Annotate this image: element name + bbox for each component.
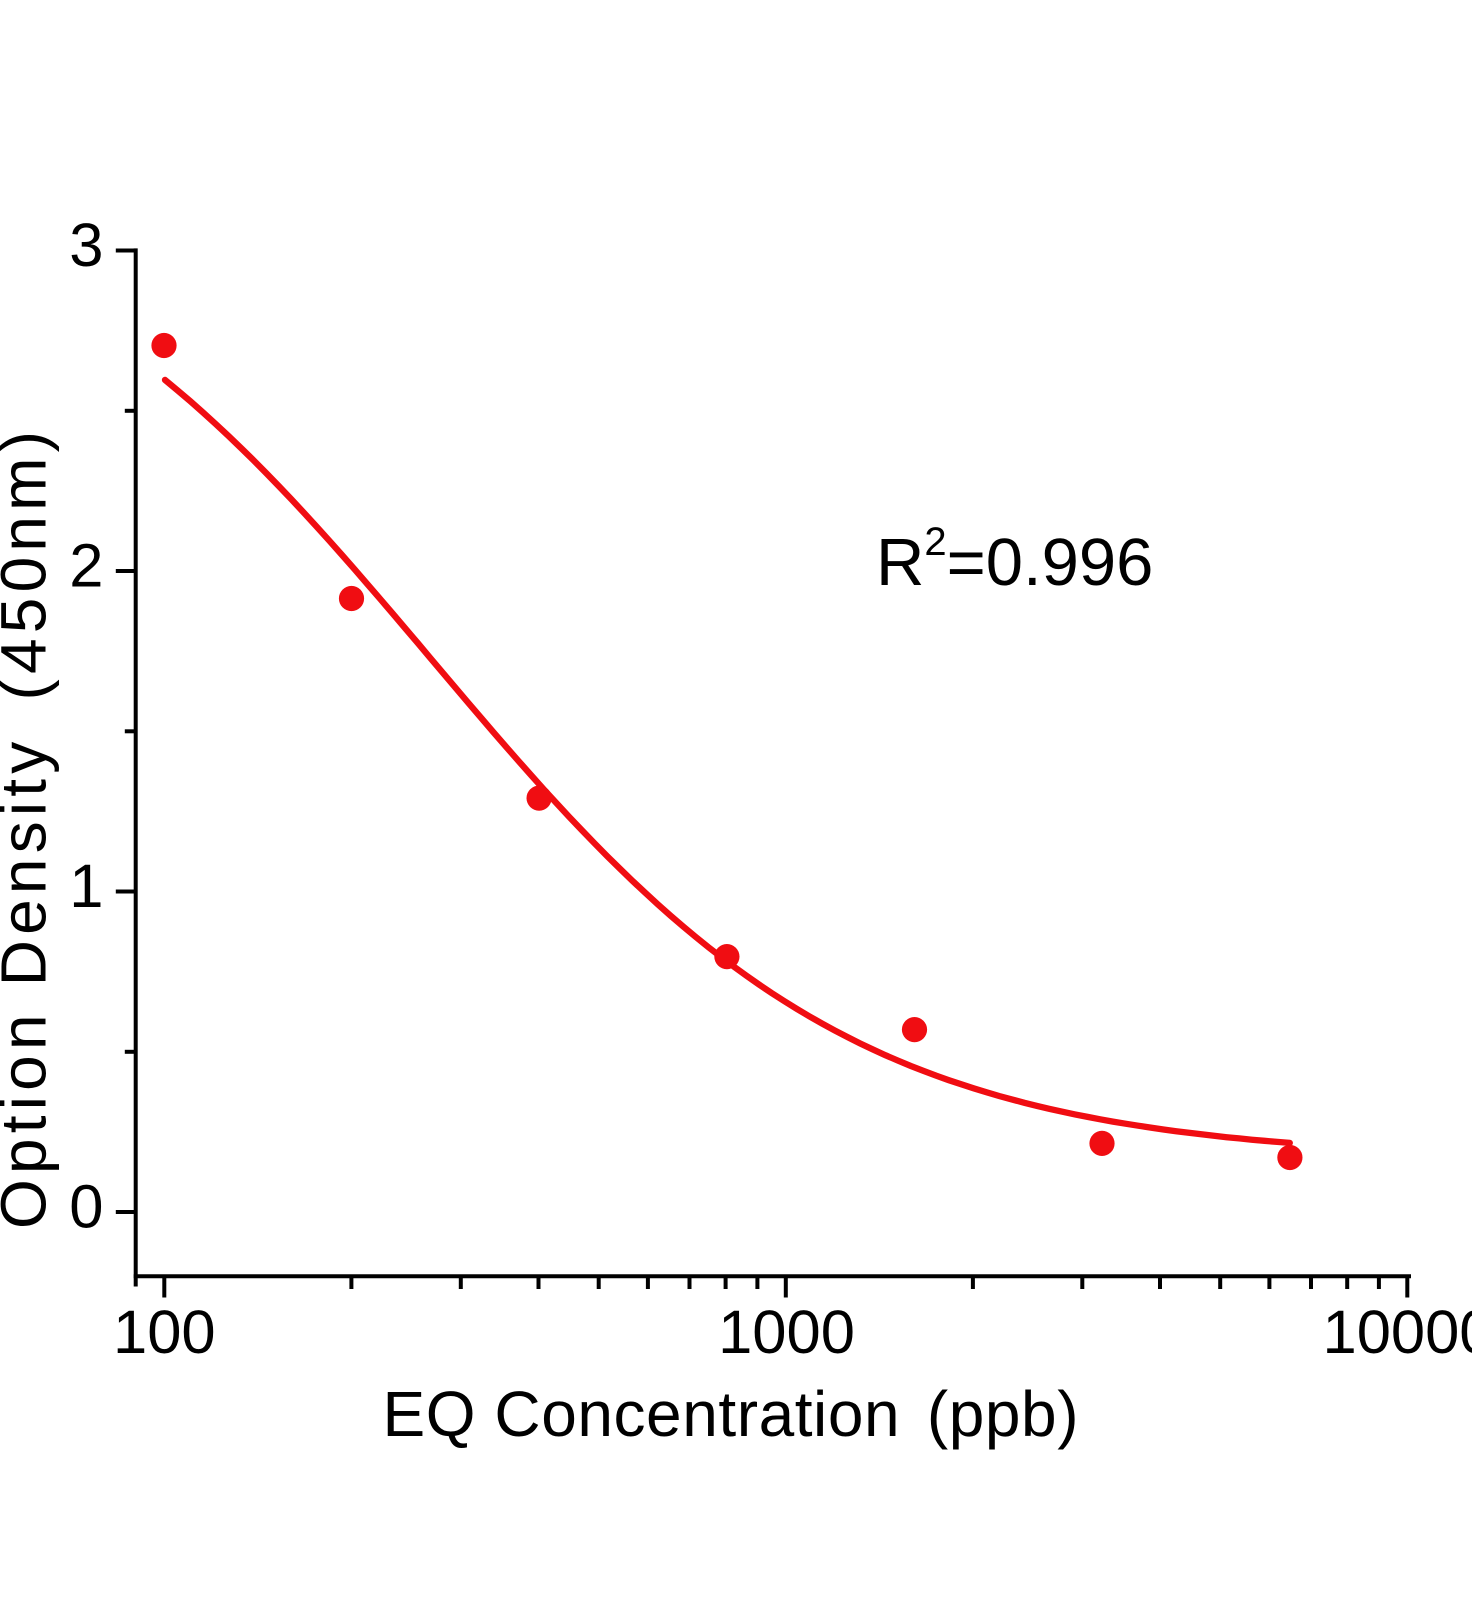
svg-text:Option Density (450nm): Option Density (450nm) — [0, 431, 60, 1229]
svg-text:R2=0.996: R2=0.996 — [876, 520, 1153, 600]
svg-text:100: 100 — [113, 1298, 216, 1367]
svg-text:0: 0 — [69, 1173, 103, 1242]
svg-text:1: 1 — [69, 852, 103, 921]
svg-text:10000: 10000 — [1322, 1298, 1472, 1367]
svg-text:1000: 1000 — [718, 1298, 855, 1367]
svg-text:2: 2 — [69, 532, 103, 601]
svg-text:3: 3 — [69, 211, 103, 280]
svg-text:EQ Concentration (ppb): EQ Concentration (ppb) — [383, 1378, 1079, 1450]
